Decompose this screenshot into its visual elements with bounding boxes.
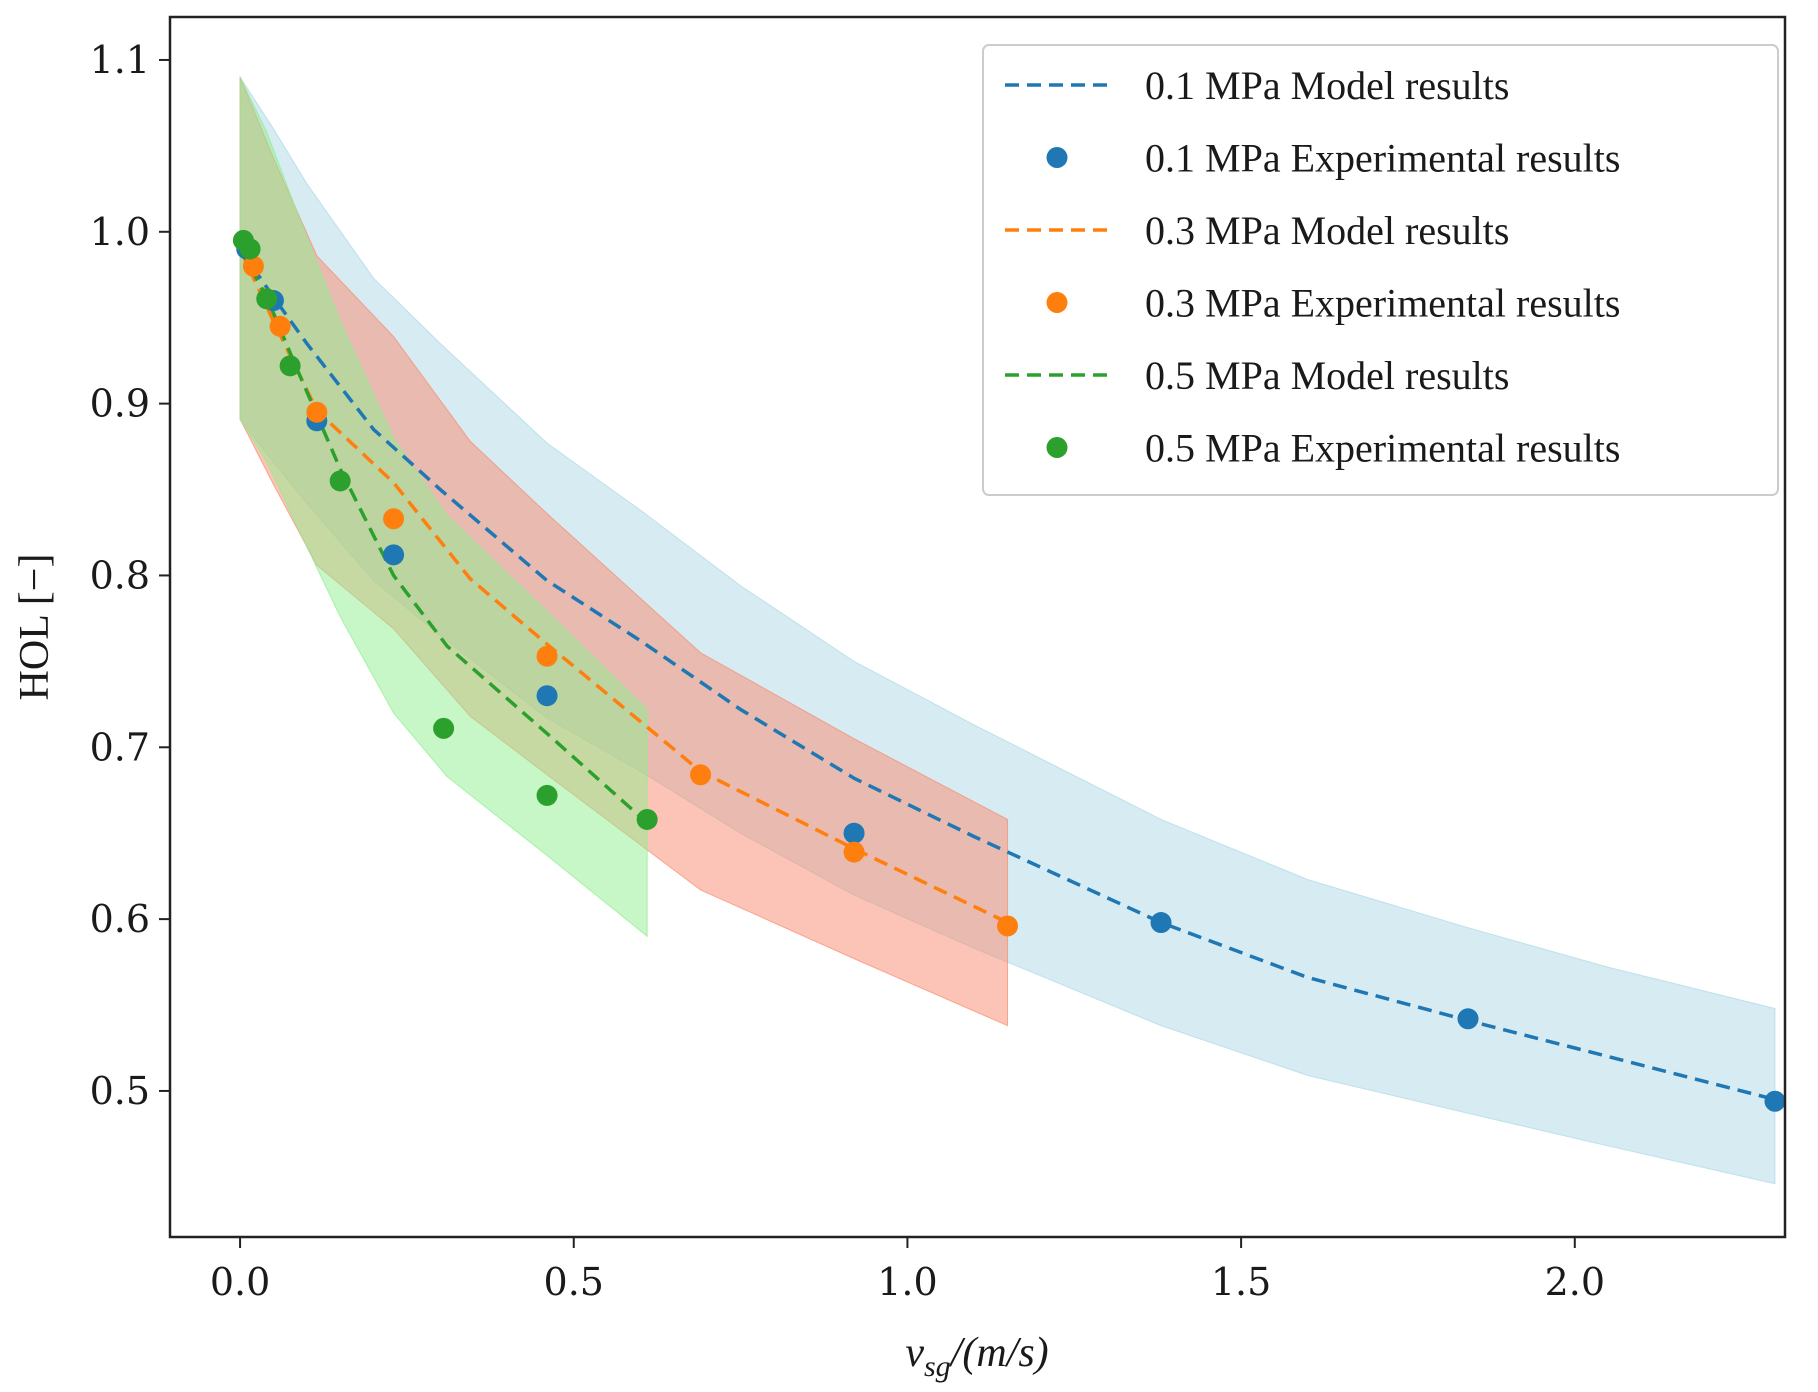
- y-tick-label: 0.9: [90, 382, 150, 426]
- exp-point-0-3-mpa: [306, 401, 328, 423]
- legend-label-0-3-mpa: 0.3 MPa Experimental results: [1145, 281, 1620, 326]
- exp-point-0-3-mpa: [997, 915, 1019, 937]
- legend-label-0-1-mpa: 0.1 MPa Model results: [1145, 63, 1509, 108]
- exp-point-0-1-mpa: [1150, 912, 1172, 934]
- x-axis-label: vsg/(m/s): [905, 1330, 1048, 1383]
- x-tick-label: 0.5: [544, 1260, 604, 1304]
- x-tick-label: 1.5: [1211, 1260, 1271, 1304]
- plot-frame: [168, 15, 1787, 1239]
- x-axis: 0.0 0.5 1.0 1.5 2.0: [210, 1237, 1605, 1304]
- exp-point-0-3-mpa: [536, 645, 558, 667]
- y-axis-label: HOL [−]: [12, 554, 58, 701]
- y-tick-label: 0.7: [90, 725, 150, 769]
- legend-label-0-1-mpa: 0.1 MPa Experimental results: [1145, 136, 1620, 181]
- exp-point-0-5-mpa: [536, 784, 558, 806]
- legend-label-0-5-mpa: 0.5 MPa Experimental results: [1145, 426, 1620, 471]
- exp-point-0-1-mpa: [1457, 1008, 1479, 1030]
- experimental-points: [232, 229, 1786, 1112]
- legend-dot-0-1-mpa: [1046, 147, 1068, 168]
- exp-point-0-3-mpa: [843, 841, 865, 863]
- exp-point-0-5-mpa: [239, 238, 261, 260]
- legend-label-0-3-mpa: 0.3 MPa Model results: [1145, 208, 1509, 253]
- x-axis-label-unit: /(m/s): [949, 1330, 1049, 1376]
- exp-point-0-5-mpa: [636, 808, 658, 830]
- x-tick-label: 1.0: [877, 1260, 937, 1304]
- model-line-0-1-mpa: [238, 247, 1776, 1102]
- exp-point-0-1-mpa: [536, 685, 558, 707]
- x-axis-label-main: v: [905, 1330, 924, 1376]
- legend: 0.1 MPa Model results 0.1 MPa Experimenta…: [982, 44, 1779, 496]
- confidence-bands: [239, 75, 1776, 1185]
- exp-point-0-1-mpa: [383, 544, 405, 566]
- exp-point-0-3-mpa: [242, 255, 264, 277]
- exp-point-0-3-mpa: [269, 315, 291, 337]
- exp-point-0-5-mpa: [279, 355, 301, 377]
- x-tick-label: 2.0: [1545, 1260, 1605, 1304]
- x-tick-label: 0.0: [210, 1260, 270, 1304]
- legend-dot-0-3-mpa: [1046, 292, 1068, 313]
- y-tick-label: 0.8: [90, 553, 150, 597]
- x-axis-label-subscript: sg: [924, 1350, 951, 1383]
- exp-point-0-5-mpa: [256, 288, 278, 310]
- y-tick-label: 1.1: [90, 38, 150, 82]
- legend-dot-0-5-mpa: [1046, 437, 1068, 458]
- y-tick-label: 0.6: [90, 897, 150, 941]
- exp-point-0-3-mpa: [383, 508, 405, 530]
- exp-point-0-5-mpa: [433, 717, 455, 739]
- y-axis: 0.5 0.6 0.7 0.8 0.9 1.0 1.1: [90, 38, 170, 1113]
- y-tick-label: 1.0: [90, 210, 150, 254]
- y-tick-label: 0.5: [90, 1069, 150, 1113]
- legend-label-0-5-mpa: 0.5 MPa Model results: [1145, 353, 1509, 398]
- band-0-5-mpa: [239, 76, 648, 938]
- legend-box: [982, 44, 1779, 496]
- exp-point-0-1-mpa: [843, 822, 865, 844]
- exp-point-0-5-mpa: [329, 470, 351, 492]
- exp-point-0-3-mpa: [690, 764, 712, 786]
- exp-point-0-1-mpa: [1764, 1090, 1786, 1112]
